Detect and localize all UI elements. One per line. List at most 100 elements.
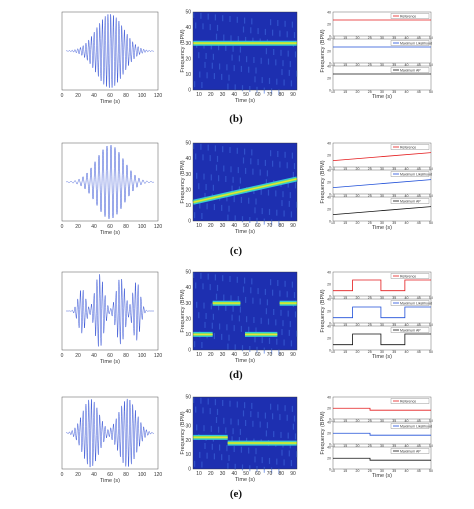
spectrogram-noise (223, 417, 225, 424)
spectrogram-ylabel: Frequency (BPM) (180, 411, 186, 454)
spectrogram-noise (193, 397, 195, 403)
spectrogram-noise (280, 49, 282, 56)
spectrogram-noise (245, 36, 247, 43)
spectrogram-noise (251, 402, 253, 409)
spectrogram-xtick: 80 (278, 223, 284, 229)
spectrogram-noise (227, 83, 229, 90)
spectrogram-noise (206, 72, 208, 79)
spectrogram-noise (272, 160, 274, 167)
spectrogram-xtick: 50 (243, 223, 249, 229)
spectrogram-noise (237, 296, 239, 303)
waveform-xtick: 60 (107, 224, 113, 230)
spectrogram-noise (259, 298, 261, 305)
waveform-xtick: 20 (75, 353, 81, 359)
spectrogram-noise (194, 341, 196, 348)
spectrogram-xlabel: Time (s) (235, 358, 255, 364)
waveform-xtick: 120 (154, 353, 163, 359)
estimate-xtick: 40 (405, 323, 409, 327)
spectrogram-xtick: 50 (243, 92, 249, 98)
spectrogram-xtick: 10 (196, 471, 202, 477)
estimate-legend-label: Reference (400, 145, 416, 149)
spectrogram-xtick: 90 (290, 92, 296, 98)
estimate-xtick: 40 (405, 221, 409, 225)
spectrogram-noise (230, 35, 232, 42)
spectrogram-noise (284, 20, 286, 27)
spectrogram-noise (232, 176, 234, 183)
spectrogram-noise (195, 282, 197, 289)
spectrogram-noise (205, 53, 207, 59)
spectrogram-noise (229, 400, 231, 407)
spectrogram-noise (248, 447, 250, 454)
estimate-xtick: 20 (356, 167, 360, 171)
spectrogram-ytick: 30 (185, 423, 191, 429)
spectrogram-noise (290, 460, 292, 467)
spectrogram-noise (216, 408, 219, 415)
spectrogram-noise (286, 291, 288, 298)
spectrogram-noise (294, 433, 297, 440)
spectrogram-noise (215, 33, 218, 40)
waveform-xtick: 100 (138, 224, 147, 230)
spectrogram-ytick: 40 (185, 409, 191, 415)
spectrogram-noise (282, 320, 284, 327)
spectrogram-noise (266, 299, 268, 306)
spectrogram-noise (228, 454, 230, 461)
spectrogram-noise (194, 212, 196, 219)
spectrogram-noise (229, 16, 231, 22)
estimate-xtick: 35 (392, 444, 396, 448)
spectrogram-noise (219, 444, 221, 451)
spectrogram-noise (265, 308, 267, 315)
spectrogram-noise (279, 30, 281, 37)
spectrogram-noise (267, 58, 270, 65)
spectrogram-noise (228, 334, 230, 341)
spectrogram-noise (230, 295, 232, 302)
spectrogram-noise (245, 420, 247, 426)
panel-caption: (b) (229, 113, 243, 125)
spectrogram-noise (291, 281, 293, 288)
spectrogram-noise (223, 34, 225, 41)
estimate-xtick: 30 (380, 90, 384, 94)
spectrogram-noise (283, 339, 285, 346)
spectrogram-noise (225, 176, 227, 182)
estimate-xtick: 20 (356, 444, 360, 448)
spectrogram-noise (214, 399, 216, 406)
spectrogram-noise (271, 88, 273, 95)
spectrogram-noise (280, 431, 282, 438)
spectrogram-noise (249, 346, 251, 352)
estimate-xtick: 35 (392, 36, 396, 40)
spectrogram-noise (277, 404, 279, 411)
estimate-legend-label: Maximum AP (400, 449, 421, 453)
spectrogram-noise (270, 19, 272, 26)
spectrogram-ylabel: Frequency (BPM) (180, 29, 186, 72)
spectrogram-xtick: 50 (243, 471, 249, 477)
waveform-xtick: 60 (107, 93, 113, 99)
waveform-trace (65, 145, 155, 219)
spectrogram-noise (194, 81, 196, 88)
spectrogram-noise (211, 322, 213, 329)
spectrogram-noise (264, 288, 266, 295)
spectrogram-noise (237, 36, 239, 43)
spectrogram-noise (204, 192, 206, 199)
spectrogram-xtick: 90 (290, 223, 296, 229)
spectrogram-noise (218, 304, 220, 311)
estimate-ytick: 40 (327, 168, 331, 172)
spectrogram-noise (199, 451, 201, 458)
estimate-legend-box (390, 144, 430, 150)
spectrogram-noise (291, 152, 293, 159)
spectrogram-xtick: 20 (208, 352, 214, 358)
spectrogram-noise (223, 165, 225, 172)
estimate-xtick: 45 (417, 444, 421, 448)
spectrogram-noise (202, 23, 204, 30)
spectrogram-noise (195, 153, 197, 160)
spectrogram-noise (199, 71, 201, 78)
spectrogram-noise (238, 437, 240, 444)
spectrogram-noise (215, 293, 218, 300)
estimate-ytick: 40 (327, 324, 331, 328)
spectrogram-noise (216, 155, 219, 162)
spectrogram-noise (204, 443, 206, 449)
estimate-xtick: 45 (417, 469, 421, 473)
spectrogram-noise (284, 405, 286, 412)
estimate-ytick: 40 (327, 395, 331, 399)
spectrogram-noise (225, 427, 227, 434)
